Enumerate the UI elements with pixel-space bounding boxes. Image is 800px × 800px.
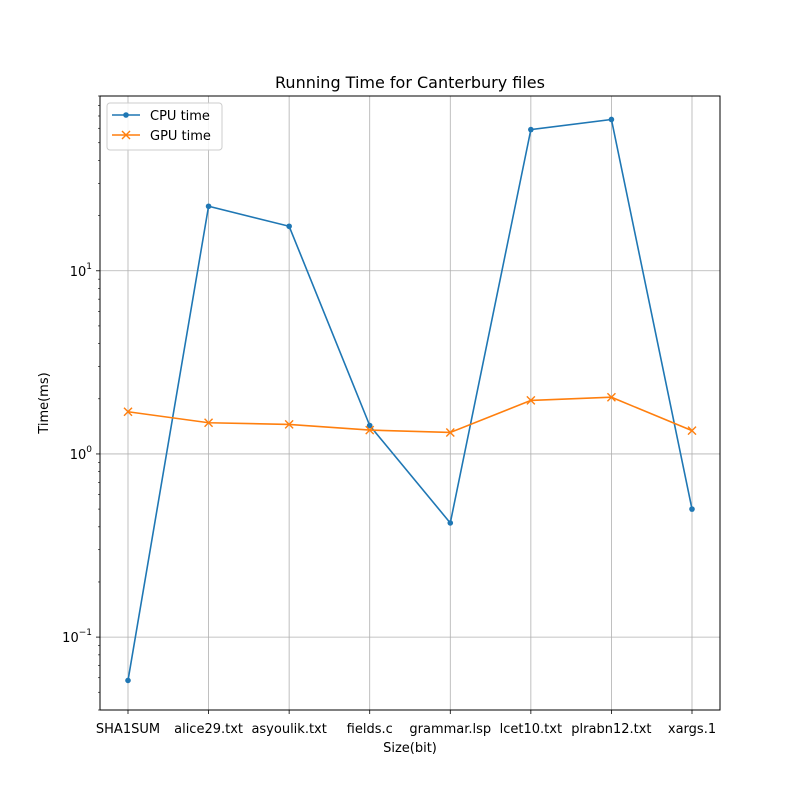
- marker-stroke: [365, 425, 375, 435]
- legend-marker: [121, 130, 131, 140]
- data-point: [365, 425, 375, 435]
- data-point: [447, 520, 454, 526]
- grid: [100, 96, 720, 710]
- chart-title: Running Time for Canterbury files: [275, 73, 545, 92]
- data-point: [445, 427, 455, 437]
- marker-stroke: [526, 395, 536, 405]
- x-tick-label: SHA1SUM: [96, 722, 160, 737]
- series-line-0: [127, 118, 693, 681]
- data-point: [123, 407, 133, 417]
- x-tick-label: alice29.txt: [174, 722, 243, 737]
- data-point: [687, 426, 697, 436]
- x-tick-label: xargs.1: [668, 722, 716, 737]
- x-tick-label: grammar.lsp: [409, 722, 491, 737]
- marker-stroke: [687, 426, 697, 436]
- y-tick-label: 101: [70, 262, 92, 280]
- y-axis: 10−1 100 101: [62, 95, 100, 711]
- marker-stroke: [606, 392, 616, 402]
- data-point: [608, 116, 615, 123]
- series-line-1: [127, 396, 693, 434]
- data-point: [366, 422, 373, 429]
- data-point: [284, 419, 294, 429]
- marker-stroke: [284, 419, 294, 429]
- data-point: [205, 203, 212, 210]
- marker-stroke: [204, 418, 214, 428]
- legend-marker: [123, 112, 129, 118]
- data-point: [125, 677, 131, 684]
- marker-stroke: [445, 427, 455, 437]
- y-tick-label: 100: [70, 445, 93, 463]
- data-point: [286, 223, 292, 230]
- x-axis: SHA1SUM alice29.txt asyoulik.txt fields.c gr…: [96, 710, 716, 737]
- marker-stroke: [123, 407, 133, 417]
- data-point: [689, 506, 695, 512]
- x-axis-label: Size(bit): [383, 741, 437, 756]
- legend: CPU time GPU time: [106, 102, 223, 151]
- x-tick-label: plrabn12.txt: [571, 722, 651, 737]
- y-axis-label: Time(ms): [37, 372, 52, 434]
- series-group: [123, 116, 697, 684]
- y-tick-label: 10−1: [62, 628, 92, 646]
- data-point: [204, 418, 214, 428]
- legend-label: GPU time: [150, 129, 211, 144]
- legend-label: CPU time: [150, 109, 210, 124]
- x-tick-label: asyoulik.txt: [251, 722, 326, 737]
- plot-frame: [99, 95, 721, 711]
- data-point: [526, 395, 536, 405]
- x-tick-label: fields.c: [347, 722, 393, 737]
- x-tick-label: lcet10.txt: [500, 722, 562, 737]
- data-point: [606, 392, 616, 402]
- data-point: [528, 126, 534, 133]
